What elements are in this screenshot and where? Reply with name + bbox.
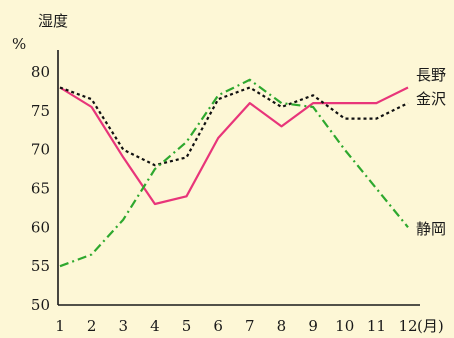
x-axis-unit: (月) [417,317,444,335]
series-line-2 [59,78,409,268]
x-tick-label: 12 [398,317,417,335]
y-tick-labels: 50 55 60 65 70 75 80 [31,63,50,314]
series-label-0: 長野 [416,66,446,84]
x-tick-label: 11 [367,317,386,335]
x-tick-label: 7 [245,317,255,335]
series-line-1 [59,86,409,167]
x-tick-label: 2 [87,317,97,335]
series-line-0 [59,86,409,206]
y-tick-label: 60 [31,218,50,236]
x-tick-label: 3 [118,317,128,335]
x-tick-label: 5 [182,317,192,335]
series-label-1: 金沢 [416,90,446,108]
series-lines [59,78,409,268]
y-tick-label: 50 [31,296,50,314]
x-tick-label: 9 [308,317,318,335]
y-tick-label: 55 [31,257,50,275]
x-tick-label: 4 [150,317,160,335]
y-tick-label: 70 [31,141,50,159]
x-tick-label: 8 [277,317,287,335]
y-tick-label: 80 [31,63,50,81]
y-tick-label: 75 [31,102,50,120]
x-tick-label: 10 [335,317,354,335]
y-tick-label: 65 [31,180,50,198]
series-label-2: 静岡 [416,220,446,238]
y-axis-title: 湿度 [38,12,68,30]
x-tick-labels: 1 2 3 4 5 6 7 8 9 10 11 12 [55,317,417,335]
x-tick-label: 1 [55,317,65,335]
x-tick-label: 6 [213,317,223,335]
y-axis-unit: % [12,35,26,53]
